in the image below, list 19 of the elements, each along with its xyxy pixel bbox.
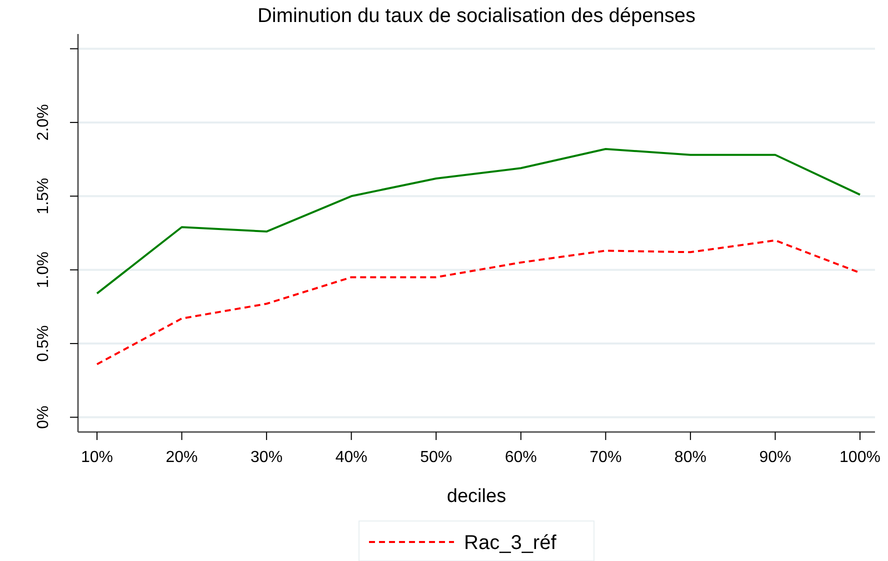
x-tick-label: 20%	[166, 449, 198, 466]
x-tick-label: 60%	[504, 449, 537, 466]
chart-title: Diminution du taux de socialisation des dépenses	[257, 5, 696, 27]
x-axis-title: deciles	[446, 486, 506, 507]
x-tick-label: 70%	[590, 449, 622, 466]
y-tick-label: 0.5%	[35, 325, 52, 362]
x-tick-label: 50%	[420, 449, 452, 466]
x-tick-label: 90%	[759, 449, 792, 466]
x-tick-label: 10%	[80, 449, 114, 466]
x-tick-label: 40%	[335, 449, 368, 466]
y-tick-label: 1.0%	[35, 252, 52, 288]
y-tick-label: 0%	[35, 406, 52, 429]
x-tick-label: 80%	[674, 449, 706, 466]
legend-label: Rac_3_réf	[464, 532, 557, 554]
y-tick-label: 1.5%	[35, 178, 52, 214]
line-series	[96, 148, 861, 294]
x-tick-label: 100%	[840, 449, 880, 466]
y-tick-label: 2.0%	[35, 104, 52, 141]
x-tick-label: 30%	[250, 449, 283, 466]
